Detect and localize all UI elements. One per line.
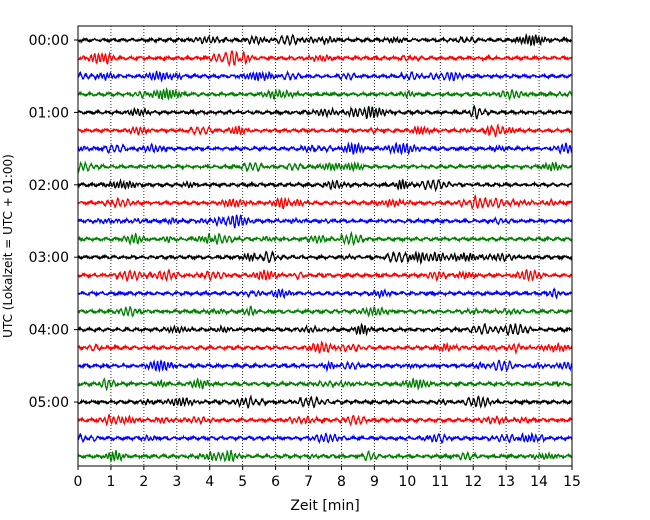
seismogram-trace — [77, 250, 573, 266]
x-tick-label: 3 — [172, 474, 181, 490]
y-tick-label: 04:00 — [29, 323, 69, 339]
y-axis-ticks: 00:00 01:00 02:00 03:00 04:00 05:00 — [29, 33, 78, 411]
seismogram-trace — [77, 193, 573, 210]
grid-lines — [110, 26, 540, 466]
x-tick-label: 7 — [304, 474, 313, 490]
seismogram-trace — [77, 32, 573, 47]
seismogram-trace — [77, 105, 573, 120]
x-tick-label: 11 — [431, 474, 449, 490]
y-tick-label: 03:00 — [29, 250, 69, 266]
x-tick-label: 14 — [530, 474, 548, 490]
x-tick-label: 2 — [139, 474, 148, 490]
seismogram-trace — [77, 50, 573, 68]
y-axis-label: UTC (Lokalzeit = UTC + 01:00) — [1, 154, 15, 338]
seismogram-trace — [77, 431, 573, 445]
seismogram-trace — [77, 414, 573, 427]
seismogram-trace — [77, 141, 573, 156]
seismogram-trace — [77, 160, 573, 174]
x-tick-label: 8 — [337, 474, 346, 490]
seismogram-trace — [77, 449, 573, 464]
seismogram-trace — [77, 394, 573, 409]
x-tick-label: 10 — [398, 474, 416, 490]
seismogram-trace — [77, 377, 573, 392]
plot-frame — [77, 25, 573, 467]
seismogram-trace — [77, 123, 573, 138]
seismogram-trace — [77, 86, 573, 101]
x-axis-label: Zeit [min] — [290, 498, 359, 514]
x-tick-label: 13 — [497, 474, 515, 490]
x-tick-label: 1 — [106, 474, 115, 490]
seismogram-trace — [77, 305, 573, 319]
x-tick-label: 15 — [563, 474, 581, 490]
x-tick-label: 5 — [238, 474, 247, 490]
x-tick-label: 4 — [205, 474, 214, 490]
x-axis-ticks: 0 1 2 3 4 5 6 7 8 9 10 11 12 13 14 15 — [74, 466, 581, 490]
seismogram-trace — [77, 287, 573, 300]
y-tick-label: 02:00 — [29, 178, 69, 194]
x-tick-label: 0 — [74, 474, 83, 490]
x-tick-label: 6 — [271, 474, 280, 490]
seismogram-trace — [77, 69, 573, 83]
x-tick-label: 12 — [464, 474, 482, 490]
seismogram-trace — [77, 230, 573, 247]
y-tick-label: 00:00 — [29, 33, 69, 49]
seismogram-trace — [77, 340, 573, 356]
y-tick-label: 05:00 — [29, 395, 69, 411]
seismogram-trace — [77, 214, 573, 229]
x-tick-label: 9 — [370, 474, 379, 490]
seismogram-trace — [77, 268, 573, 283]
seismogram-trace — [77, 178, 573, 193]
seismogram-trace — [77, 359, 573, 373]
y-tick-label: 01:00 — [29, 105, 69, 121]
seismogram-traces — [77, 32, 573, 464]
seismogram-trace — [77, 322, 573, 337]
